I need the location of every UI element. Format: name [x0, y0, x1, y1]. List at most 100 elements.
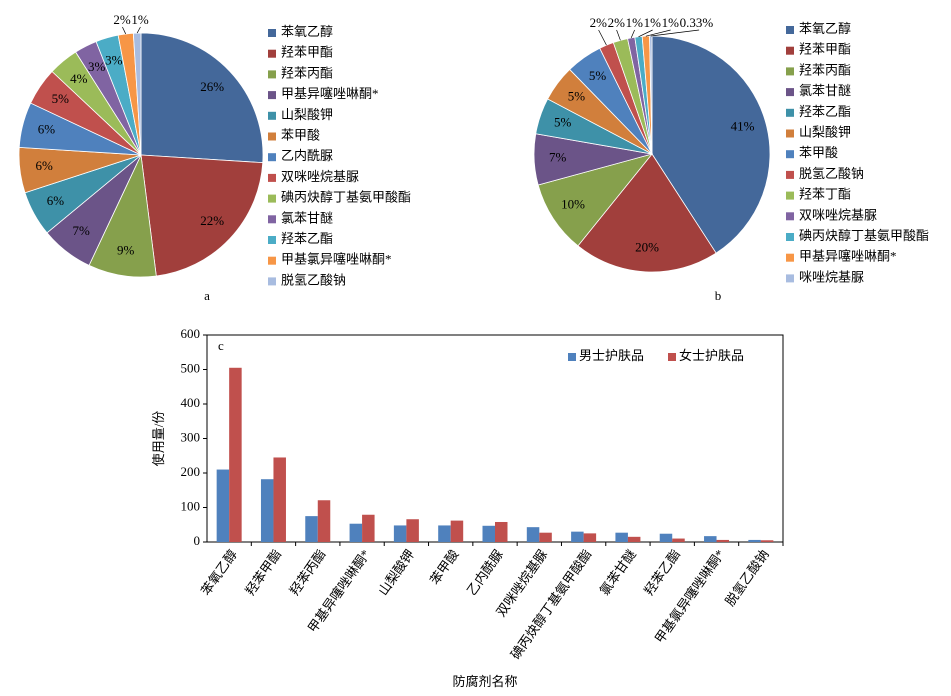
- legend-label: 山梨酸钾: [799, 124, 851, 139]
- x-tick-label: 羟苯丙酯: [287, 547, 329, 598]
- legend-label: 氯苯甘醚: [799, 83, 851, 98]
- leader-line: [645, 29, 671, 37]
- legend-swatch: [668, 353, 676, 361]
- slice-label: 5%: [568, 88, 586, 103]
- panel-label: c: [218, 338, 224, 353]
- slice-label: 41%: [731, 118, 755, 133]
- x-tick-label: 苯氧乙醇: [198, 547, 240, 598]
- leader-line: [638, 29, 653, 38]
- bar: [627, 536, 641, 542]
- slice-label: 6%: [35, 158, 53, 173]
- x-tick-label: 脱氢乙酸钠: [722, 547, 772, 609]
- slice-label: 0.33%: [680, 15, 714, 30]
- leader-line: [136, 26, 141, 34]
- legend-swatch: [268, 194, 276, 203]
- legend-swatch: [268, 256, 276, 265]
- legend-swatch: [268, 153, 276, 162]
- y-tick-label: 100: [181, 498, 201, 513]
- legend-label: 女士护肤品: [679, 348, 744, 363]
- slice-label: 3%: [88, 59, 106, 74]
- leader-line: [598, 29, 607, 46]
- x-tick-label: 碘丙炔醇丁基氨甲酸酯: [508, 547, 595, 662]
- legend-label: 男士护肤品: [579, 348, 644, 363]
- y-tick-label: 200: [181, 464, 201, 479]
- slice-label: 22%: [200, 213, 224, 228]
- bar: [317, 500, 331, 542]
- legend-label: 双咪唑烷基脲: [799, 207, 877, 222]
- panel-label: a: [204, 288, 210, 303]
- slice-label: 2%: [113, 12, 130, 27]
- slice-label: 2%: [590, 15, 608, 30]
- pie-slice: [577, 153, 717, 273]
- bar: [583, 533, 597, 542]
- legend-label: 碘丙炔醇丁基氨甲酸酯: [281, 190, 411, 205]
- legend-swatch: [786, 274, 794, 283]
- pie-slice: [537, 153, 654, 247]
- leader-line: [630, 29, 635, 38]
- bar: [273, 457, 286, 542]
- slice-label: 2%: [608, 15, 626, 30]
- slice-label: 7%: [73, 223, 91, 238]
- x-tick-label: 苯甲酸: [427, 547, 462, 588]
- bar: [716, 539, 730, 542]
- pie-slice: [140, 32, 264, 164]
- panel-label: b: [715, 288, 722, 303]
- slice-label: 5%: [589, 68, 607, 83]
- legend-swatch: [786, 150, 794, 159]
- x-tick-label: 氯苯甘醚: [597, 547, 639, 598]
- bar: [539, 532, 552, 542]
- legend-swatch: [268, 277, 276, 286]
- bar: [450, 520, 464, 542]
- bar: [495, 521, 508, 542]
- legend-label: 甲基异噻唑啉酮*: [281, 86, 379, 101]
- legend-swatch: [786, 108, 794, 117]
- y-tick-label: 500: [181, 360, 201, 375]
- legend-swatch: [268, 215, 276, 224]
- bar: [748, 539, 761, 542]
- bar: [362, 514, 375, 542]
- bar: [571, 531, 584, 542]
- legend-label: 双咪唑烷基脲: [281, 169, 359, 184]
- legend-label: 咪唑烷基脲: [799, 269, 864, 284]
- legend-label: 羟苯丙酯: [799, 62, 851, 77]
- legend-label: 苯氧乙醇: [281, 24, 333, 39]
- bar: [672, 538, 685, 542]
- legend-label: 苯甲酸: [281, 127, 320, 142]
- legend-swatch: [786, 191, 794, 200]
- bar: [393, 525, 407, 542]
- legend-swatch: [786, 170, 794, 179]
- legend-label: 苯甲酸: [799, 145, 838, 160]
- legend-swatch: [268, 173, 276, 182]
- slice-label: 10%: [561, 197, 585, 212]
- legend-swatch: [786, 67, 794, 76]
- legend-label: 乙内酰脲: [281, 148, 333, 163]
- legend-label: 甲基氯异噻唑啉酮*: [281, 252, 392, 267]
- slice-label: 1%: [644, 15, 662, 30]
- legend-swatch: [268, 70, 276, 79]
- bar: [406, 519, 419, 542]
- legend-swatch: [786, 46, 794, 55]
- legend-swatch: [786, 253, 794, 262]
- y-tick-label: 0: [194, 533, 201, 548]
- legend-label: 羟苯丙酯: [281, 65, 333, 80]
- slice-label: 1%: [626, 15, 644, 30]
- legend-swatch: [786, 233, 794, 241]
- slice-label: 1%: [131, 12, 149, 27]
- slice-label: 6%: [47, 193, 65, 208]
- bar: [704, 536, 717, 542]
- legend-swatch: [786, 88, 794, 97]
- bar: [760, 540, 774, 542]
- pie-slice: [140, 154, 264, 277]
- slice-label: 7%: [549, 149, 567, 164]
- bar: [615, 532, 628, 542]
- x-tick-label: 山梨酸钾: [375, 547, 417, 598]
- x-axis-label: 防腐剂名称: [452, 674, 517, 689]
- slice-label: 1%: [662, 15, 680, 30]
- legend-label: 羟苯乙酯: [281, 231, 333, 246]
- bar: [349, 523, 363, 542]
- bar: [229, 367, 242, 542]
- legend-label: 羟苯甲酯: [799, 42, 851, 57]
- bar: [260, 479, 274, 542]
- legend-swatch: [268, 132, 276, 141]
- legend-swatch: [786, 129, 794, 138]
